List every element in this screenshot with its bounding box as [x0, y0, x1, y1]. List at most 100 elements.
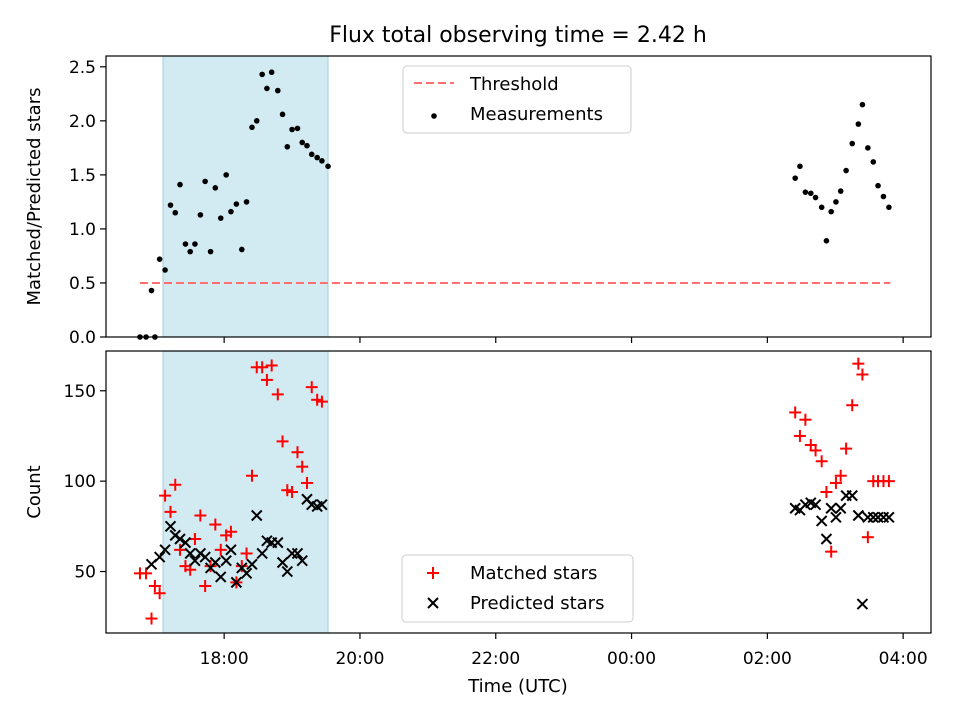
predicted-star-point [276, 556, 289, 569]
matched-star-point [815, 455, 828, 468]
matched-star-point [305, 381, 318, 394]
matched-star-point [300, 476, 313, 489]
predicted-star-point [830, 511, 842, 524]
x-tick-label: 02:00 [743, 649, 792, 669]
predicted-star-point [856, 598, 869, 610]
predicted-star-point [883, 511, 895, 524]
matched-star-point [271, 388, 284, 401]
matched-star-point [856, 368, 869, 381]
predicted-star-point [230, 576, 243, 589]
predicted-star-point [184, 547, 196, 560]
legend-measurements-label: Measurements [470, 104, 603, 125]
measurement-point [202, 178, 208, 185]
predicted-star-point [251, 509, 263, 522]
bottom-panel: 50 100 150 Count Matched stars Predicted s… [24, 350, 932, 639]
measurement-point [823, 238, 830, 244]
predicted-star-point [220, 554, 232, 567]
measurement-point [197, 212, 204, 218]
measurement-point [187, 248, 193, 255]
predicted-star-point [834, 502, 847, 514]
matched-star-point [789, 406, 802, 419]
legend-threshold-label: Threshold [469, 74, 559, 95]
matched-star-point [840, 442, 853, 455]
matched-star-point [188, 533, 201, 545]
top-y-tick-label: 2.5 [69, 58, 96, 78]
matched-star-point [276, 435, 289, 448]
measurement-point [802, 189, 809, 195]
bottom-legend-box [401, 554, 634, 623]
measurement-point [294, 125, 301, 132]
chart-title: Flux total observing time = 2.42 h [329, 23, 707, 48]
measurement-point [837, 188, 844, 194]
matched-star-point [820, 486, 833, 498]
bottom-y-tick-label: 50 [74, 563, 96, 583]
measurement-point [875, 182, 881, 189]
measurement-point [259, 71, 265, 78]
top-highlight-span [163, 56, 329, 337]
matched-star-point [209, 518, 222, 531]
measurement-point [182, 241, 189, 247]
matched-star-point [882, 475, 895, 488]
measurement-point [279, 111, 286, 118]
matched-star-point [199, 580, 212, 592]
measurement-point [192, 241, 198, 247]
matched-star-point [825, 545, 838, 558]
predicted-star-point [215, 571, 227, 583]
predicted-star-point [852, 509, 865, 522]
measurement-point [808, 190, 814, 197]
measurement-point [148, 287, 155, 294]
measurement-point [253, 118, 260, 124]
matched-star-point [291, 446, 304, 459]
bottom-legend: Matched stars Predicted stars [401, 554, 634, 623]
x-tick-label: 00:00 [607, 649, 656, 669]
measurement-point [833, 199, 839, 205]
predicted-star-point [862, 511, 874, 524]
legend-predicted-swatch [427, 597, 439, 609]
measurement-point [865, 145, 871, 151]
matched-star-point [260, 373, 273, 386]
x-tick-label: 18:00 [200, 649, 249, 669]
bottom-y-tick-label: 150 [64, 382, 96, 402]
predicted-star-point [153, 551, 166, 563]
measurement-point [223, 172, 229, 178]
measurement-point [843, 167, 849, 174]
predicted-star-point [209, 556, 222, 569]
predicted-star-point [281, 565, 294, 578]
measurement-point [228, 208, 234, 215]
predicted-star-point [199, 551, 211, 563]
top-y-tick-label: 2.0 [69, 112, 96, 132]
measurement-point [243, 199, 250, 205]
predicted-star-point [867, 511, 879, 524]
predicted-star-point [240, 567, 253, 580]
measurement-point [299, 139, 306, 146]
legend-measurements-swatch [431, 113, 437, 119]
measurement-point [212, 185, 219, 191]
measurement-point [319, 158, 325, 164]
matched-star-point [286, 486, 299, 498]
measurement-point [162, 267, 168, 273]
matched-star-point [174, 543, 187, 556]
measurement-point [880, 193, 887, 200]
matched-star-point [315, 395, 328, 408]
measurement-point [268, 69, 275, 76]
matched-star-point [793, 429, 806, 442]
measurement-point [156, 256, 163, 262]
matched-star-point [224, 525, 237, 538]
matched-star-point [240, 547, 253, 560]
matched-star-point [148, 580, 161, 592]
predicted-star-point [246, 558, 258, 571]
measurement-point [249, 124, 255, 131]
predicted-star-point [809, 498, 822, 511]
top-y-tick-label: 1.5 [69, 166, 96, 186]
predicted-star-point [225, 544, 237, 556]
matched-star-point [809, 444, 822, 457]
measurement-point [812, 194, 819, 201]
measurement-point [314, 154, 320, 161]
measurement-point [289, 126, 295, 133]
predicted-star-point [291, 547, 304, 560]
predicted-star-point [256, 547, 268, 560]
measurement-point [217, 215, 224, 221]
measurement-point [264, 85, 270, 92]
matched-star-point [861, 531, 874, 544]
x-axis-label: Time (UTC) [467, 676, 568, 697]
